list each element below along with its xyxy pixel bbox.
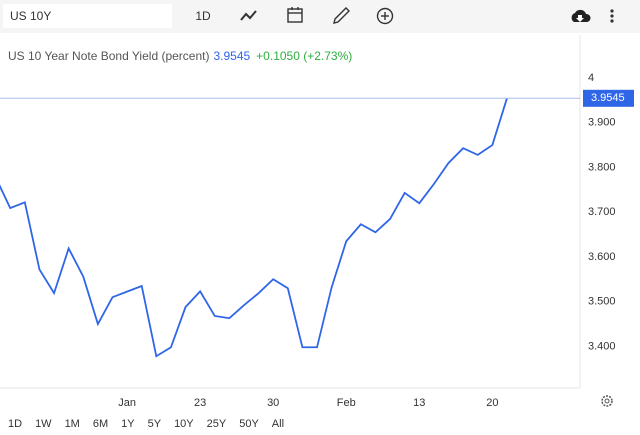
legend-value: 3.9545	[213, 49, 250, 63]
settings-icon[interactable]	[601, 395, 613, 407]
y-tick-label: 3.600	[588, 251, 616, 263]
x-tick-label: Jan	[118, 397, 136, 409]
y-tick-label: 3.500	[588, 296, 616, 308]
x-tick-label: 30	[267, 397, 279, 409]
range-button[interactable]: All	[272, 418, 284, 430]
calendar-icon[interactable]	[287, 7, 303, 23]
range-button[interactable]: 1M	[65, 418, 80, 430]
last-value-box	[583, 89, 634, 107]
range-button[interactable]: 50Y	[239, 418, 259, 430]
add-icon[interactable]	[376, 7, 394, 25]
range-button[interactable]: 1Y	[121, 418, 135, 430]
y-tick-label: 3.800	[588, 161, 616, 173]
range-button[interactable]: 25Y	[207, 418, 227, 430]
legend-change: +0.1050 (+2.73%)	[256, 49, 352, 63]
interval-button[interactable]: 1D	[195, 9, 211, 23]
range-button[interactable]: 6M	[93, 418, 108, 430]
download-icon[interactable]	[571, 9, 591, 22]
x-tick-label: 23	[194, 397, 206, 409]
search-box[interactable]	[3, 4, 172, 28]
range-button[interactable]: 10Y	[174, 418, 194, 430]
last-value-label: 3.9545	[591, 92, 625, 104]
y-tick-label: 3.400	[588, 340, 616, 352]
range-button[interactable]: 1D	[8, 418, 22, 430]
y-tick-label: 3.700	[588, 206, 616, 218]
chart-type-icon[interactable]	[240, 10, 257, 21]
legend-name: US 10 Year Note Bond Yield (percent)	[8, 49, 209, 63]
y-tick-label: 3.900	[588, 117, 616, 129]
menu-icon[interactable]	[610, 9, 614, 23]
x-tick-label: Feb	[337, 397, 356, 409]
y-tick-label: 4	[588, 72, 594, 84]
draw-icon[interactable]	[333, 7, 350, 24]
range-button[interactable]: 5Y	[148, 418, 162, 430]
series-line	[0, 98, 508, 358]
x-tick-label: 20	[486, 397, 498, 409]
x-tick-label: 13	[413, 397, 425, 409]
range-button[interactable]: 1W	[35, 418, 52, 430]
symbol[interactable]: US 10Y	[10, 9, 51, 23]
